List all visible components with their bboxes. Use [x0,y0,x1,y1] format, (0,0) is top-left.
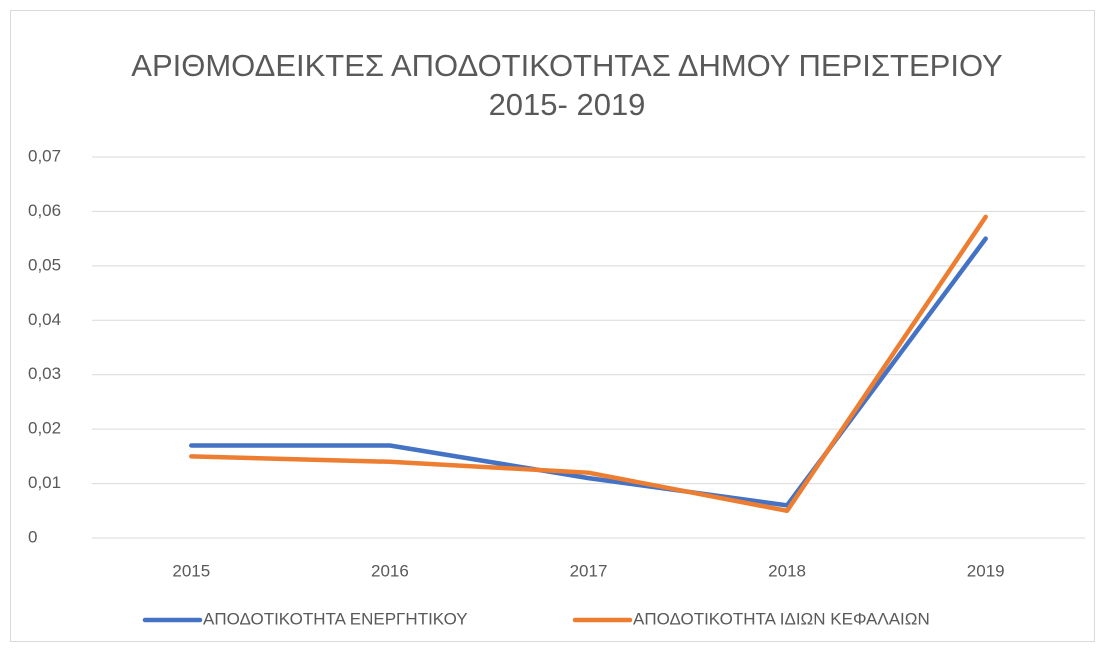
y-tick-label: 0 [28,527,37,546]
y-tick-label: 0,06 [28,201,61,220]
x-tick-label: 2016 [371,561,409,580]
series-line [189,214,988,514]
x-tick-label: 2018 [768,561,806,580]
y-tick-label: 0,01 [28,473,61,492]
y-tick-label: 0,03 [28,364,61,383]
y-tick-label: 0,05 [28,255,61,274]
chart-title: 2015- 2019 [489,87,646,122]
y-tick-label: 0,04 [28,310,61,329]
x-tick-label: 2015 [172,561,210,580]
legend-label: ΑΠΟΔΟΤΙΚΟΤΗΤΑ ΕΝΕΡΓΗΤΙΚΟΥ [203,609,468,628]
chart-title: ΑΡΙΘΜΟΔΕΙΚΤΕΣ ΑΠΟΔΟΤΙΚΟΤΗΤΑΣ ΔΗΜΟΥ ΠΕΡΙΣ… [131,48,1002,83]
legend-label: ΑΠΟΔΟΤΙΚΟΤΗΤΑ ΙΔΙΩΝ ΚΕΦΑΛΑΙΩΝ [633,609,930,628]
x-tick-label: 2017 [570,561,608,580]
y-tick-label: 0,02 [28,419,61,438]
y-tick-label: 0,07 [28,146,61,165]
x-tick-label: 2019 [967,561,1005,580]
